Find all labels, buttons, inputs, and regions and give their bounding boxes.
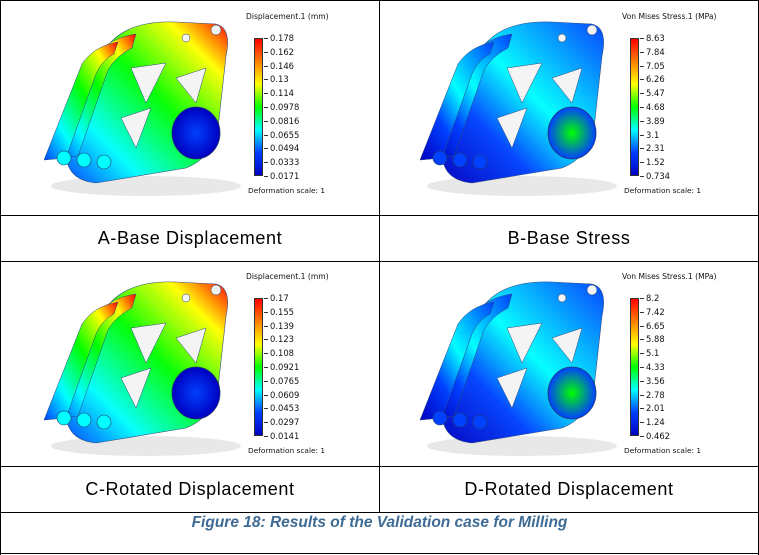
legend-tick-label: 7.05: [640, 60, 665, 71]
panel-d-part-render: [419, 281, 617, 456]
panel-a-caption: A-Base Displacement: [97, 228, 283, 248]
legend-title: Von Mises Stress.1 (MPa): [622, 12, 717, 21]
figure-caption: Figure 18: Results of the Validation cas…: [191, 514, 568, 531]
legend-tick-label: 0.0655: [263, 129, 300, 140]
legend-tick-label: 3.1: [639, 129, 660, 140]
panel-b-legend: Von Mises Stress.1 (MPa) 8.63 7.84 7.05 6.26…: [622, 12, 738, 202]
legend-tick-label: 0.123: [264, 334, 294, 345]
legend-tick-label: 1.52: [640, 157, 665, 168]
panel-d-legend: Von Mises Stress.1 (MPa) 8.2 7.42 6.65 5.88 5…: [622, 272, 738, 462]
legend-tick-label: 4.33: [640, 362, 665, 372]
table-row-divider-3: [0, 466, 759, 467]
legend-tick-label: 5.88: [640, 334, 665, 345]
legend-tick-label: 0.17: [264, 293, 289, 303]
legend-tick-label: 0.0816: [263, 115, 300, 126]
legend-title: Von Mises Stress.1 (MPa): [622, 272, 717, 281]
panel-c-caption: C-Rotated Displacement: [85, 479, 295, 499]
table-border-bottom: [0, 553, 759, 554]
legend-tick-label: 0.13: [264, 74, 289, 85]
panel-a-part-render: [43, 21, 241, 196]
legend-tick-label: 6.26: [640, 74, 665, 85]
table-border-left: [0, 0, 1, 555]
legend-tick-label: 8.2: [639, 293, 660, 303]
legend-deformation-scale: Deformation scale: 1: [624, 446, 702, 455]
legend-colorbar: [254, 298, 263, 436]
legend-tick-label: 2.78: [640, 389, 665, 400]
legend-tick-label: 0.0141: [263, 431, 300, 441]
legend-colorbar: [630, 298, 639, 436]
legend-tick-label: 2.31: [640, 143, 665, 154]
legend-tick-label: 0.462: [640, 431, 670, 441]
legend-tick-label: 0.0494: [263, 143, 300, 154]
table-row-divider-2: [0, 261, 759, 262]
panel-c-part-render: [43, 281, 241, 456]
legend-tick-label: 0.108: [264, 348, 294, 359]
legend-tick-label: 1.24: [640, 417, 665, 428]
legend-tick-label: 0.0765: [263, 375, 300, 386]
panel-d-image: Von Mises Stress.1 (MPa) 8.2 7.42 6.65 5.88 5…: [412, 268, 738, 462]
legend-tick-label: 0.0333: [263, 157, 300, 168]
legend-tick-label: 0.0609: [263, 389, 300, 400]
panel-d-caption: D-Rotated Displacement: [464, 479, 674, 499]
legend-tick-label: 0.114: [264, 88, 294, 99]
legend-tick-label: 0.0453: [263, 403, 300, 414]
legend-tick-label: 7.42: [640, 306, 665, 317]
legend-tick-label: 0.139: [264, 320, 294, 331]
legend-deformation-scale: Deformation scale: 1: [248, 186, 326, 195]
legend-tick-label: 8.63: [640, 33, 665, 43]
legend-colorbar: [630, 38, 639, 176]
legend-title: Displacement.1 (mm): [246, 272, 329, 281]
legend-tick-label: 5.47: [640, 88, 665, 99]
table-row-divider-4: [0, 512, 759, 513]
table-row-divider-1: [0, 215, 759, 216]
legend-tick-label: 5.1: [639, 348, 660, 359]
legend-tick-label: 3.56: [640, 375, 665, 386]
legend-tick-label: 2.01: [640, 403, 665, 414]
panel-b-image: Von Mises Stress.1 (MPa) 8.63 7.84 7.05 6.26…: [412, 8, 738, 208]
legend-deformation-scale: Deformation scale: 1: [248, 446, 326, 455]
legend-tick-label: 0.0921: [263, 362, 300, 372]
legend-tick-label: 7.84: [640, 46, 665, 57]
legend-tick-label: 0.146: [264, 60, 294, 71]
panel-b-caption: B-Base Stress: [507, 228, 631, 248]
legend-tick-label: 0.162: [264, 46, 294, 57]
legend-tick-label: 6.65: [640, 320, 665, 331]
legend-tick-label: 3.89: [640, 115, 665, 126]
legend-title: Displacement.1 (mm): [246, 12, 329, 21]
legend-tick-label: 0.178: [264, 33, 294, 43]
panel-c-legend: Displacement.1 (mm) 0.17 0.155 0.139 0.123 0.…: [246, 272, 362, 462]
panel-c-image: Displacement.1 (mm) 0.17 0.155 0.139 0.123 0.…: [36, 268, 362, 462]
legend-tick-label: 4.68: [640, 102, 665, 112]
legend-deformation-scale: Deformation scale: 1: [624, 186, 702, 195]
legend-tick-label: 0.0297: [263, 417, 300, 428]
legend-colorbar: [254, 38, 263, 176]
panel-b-part-render: [419, 21, 617, 196]
legend-tick-label: 0.0171: [263, 171, 300, 181]
table-divider-vertical: [379, 0, 380, 512]
panel-a-image: Displacement.1 (mm) 0.178 0.162 0.146 0.13 0.…: [36, 8, 362, 206]
panel-a-legend: Displacement.1 (mm) 0.178 0.162 0.146 0.13 0.…: [246, 12, 362, 202]
legend-tick-label: 0.734: [640, 171, 670, 181]
legend-tick-label: 0.155: [264, 306, 294, 317]
legend-tick-label: 0.0978: [263, 102, 300, 112]
